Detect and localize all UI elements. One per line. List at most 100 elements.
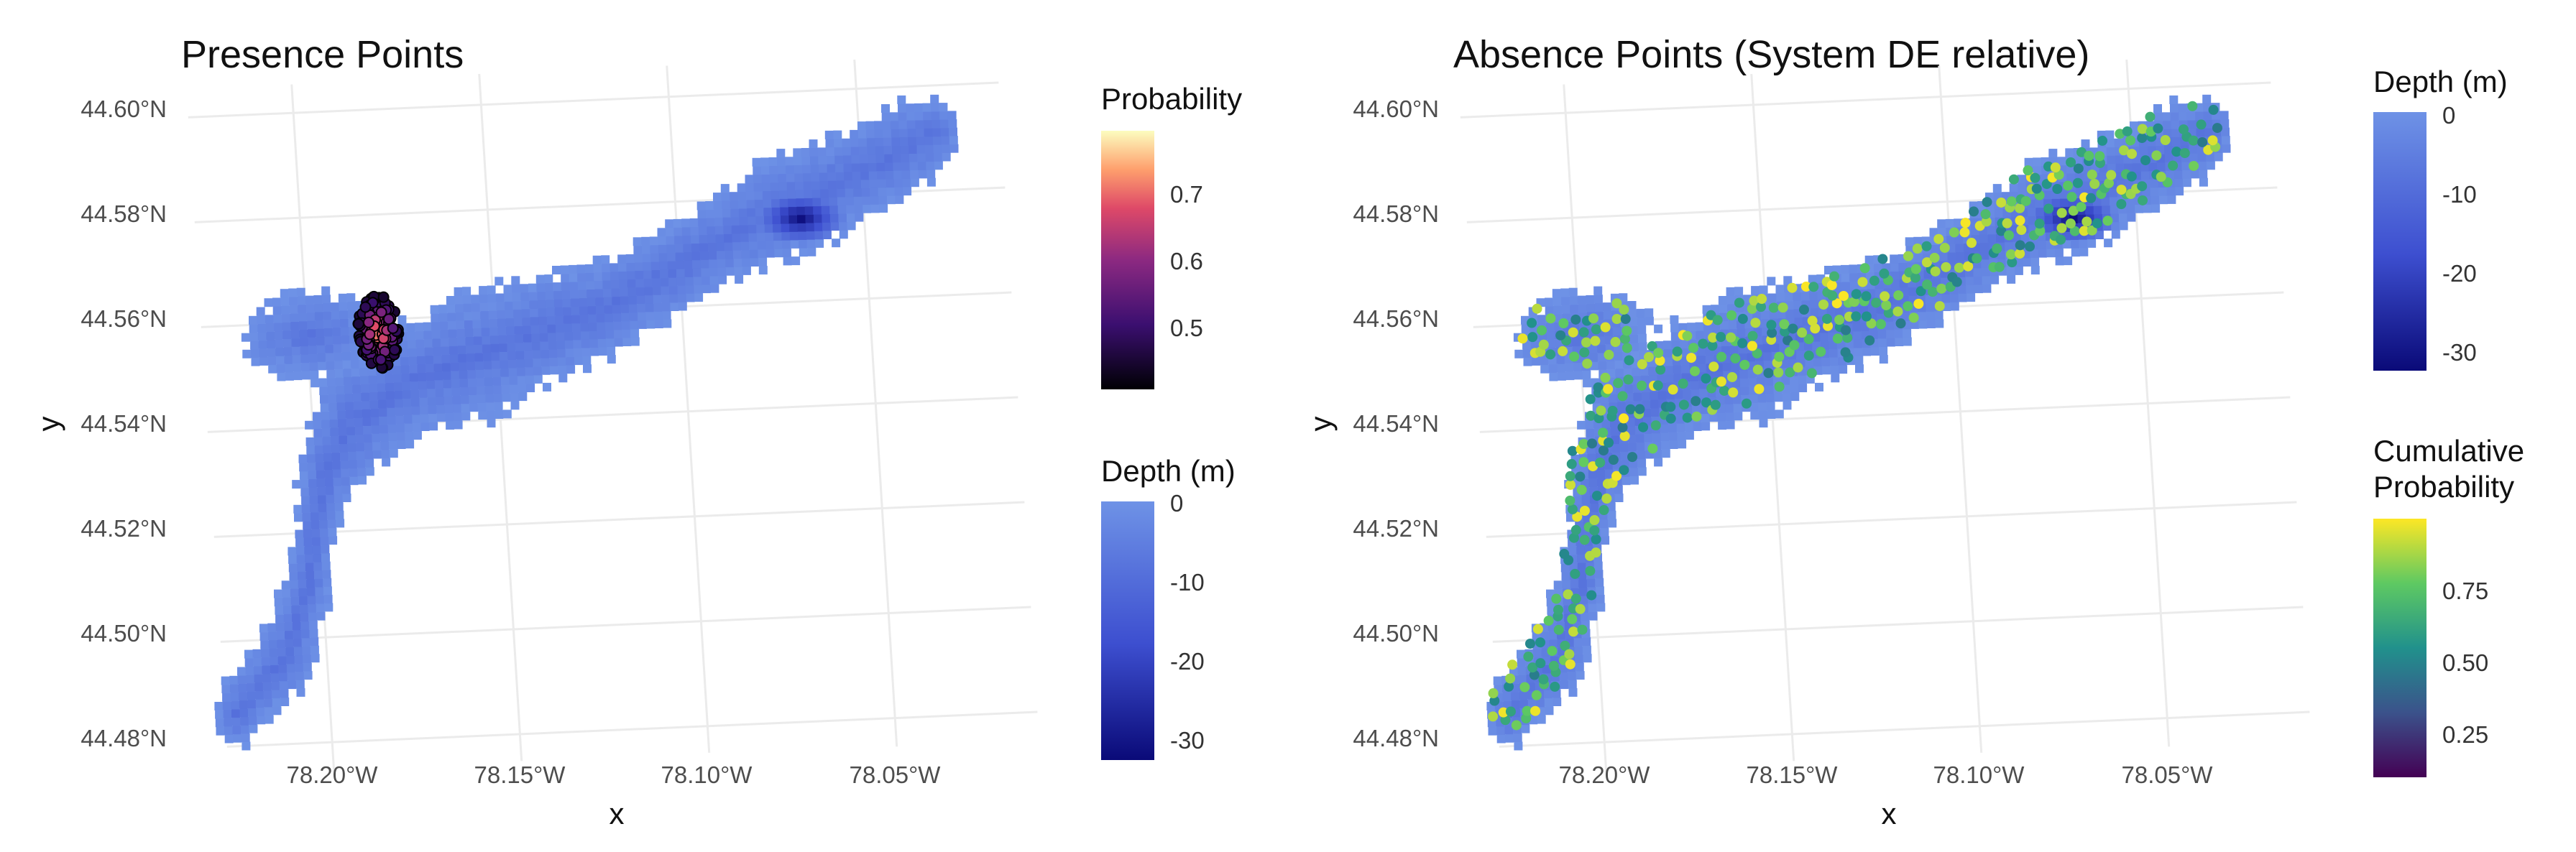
y-tick-label: 44.54°N — [80, 410, 167, 437]
depth-cell — [279, 680, 288, 690]
depth-cell — [574, 356, 583, 366]
depth-cell — [630, 337, 640, 346]
depth-cell — [314, 437, 323, 446]
depth-cell — [879, 204, 888, 213]
absence-point — [1803, 334, 1814, 345]
depth-cell — [829, 213, 839, 223]
depth-cell — [486, 402, 495, 411]
depth-cell — [1839, 365, 1848, 374]
y-axis-label: y — [32, 417, 65, 432]
depth-cell — [1854, 348, 1863, 357]
depth-cell — [482, 344, 492, 353]
depth-cell — [865, 121, 875, 130]
depth-cell — [323, 453, 332, 462]
depth-cell — [810, 156, 819, 165]
panel-presence: Presence Points 44.60°N 44.58°N 44.56°N … — [32, 33, 1242, 830]
depth-cell — [885, 170, 894, 180]
absence-point — [1774, 351, 1785, 362]
depth-cell — [307, 596, 316, 605]
x-tick-label: 78.20°W — [287, 761, 379, 788]
absence-point — [2076, 202, 2087, 213]
absence-point — [2122, 126, 2133, 136]
depth-cell — [350, 351, 359, 361]
legend-probability: Probability 0.7 0.6 0.5 — [1101, 82, 1242, 389]
absence-point — [1530, 705, 1541, 716]
depth-cell — [1974, 276, 1983, 285]
depth-cell — [893, 178, 903, 187]
depth-cell — [423, 322, 432, 331]
depth-cell — [666, 244, 676, 253]
depth-cell — [707, 234, 717, 244]
depth-cell — [756, 224, 765, 233]
absence-point — [1908, 312, 1919, 323]
depth-cell — [746, 200, 755, 208]
depth-cell — [352, 392, 362, 402]
depth-cell — [358, 476, 367, 485]
depth-cell — [1775, 409, 1784, 419]
depth-cell — [308, 612, 317, 621]
depth-cell — [1661, 449, 1670, 458]
depth-cell — [2048, 149, 2058, 158]
depth-cell — [454, 295, 464, 305]
absence-point — [1785, 367, 1795, 378]
depth-cell — [320, 403, 329, 412]
absence-point — [1797, 328, 1808, 338]
depth-cell — [305, 570, 315, 580]
depth-cell — [314, 578, 323, 588]
depth-cell — [288, 563, 298, 573]
depth-cell — [1793, 300, 1802, 310]
depth-cell — [292, 346, 301, 356]
depth-cell — [406, 323, 415, 332]
depth-cell — [251, 357, 260, 366]
absence-point — [1941, 261, 1951, 272]
depth-cell — [359, 359, 368, 368]
depth-cell — [748, 216, 757, 226]
depth-cell — [782, 240, 791, 249]
absence-point — [2076, 147, 2087, 157]
absence-point — [1690, 366, 1701, 376]
depth-cell — [1918, 311, 1927, 320]
depth-cell — [458, 353, 467, 363]
depth-cell — [1601, 419, 1611, 428]
depth-cell — [788, 206, 797, 216]
absence-point — [1963, 261, 1974, 272]
absence-point — [1716, 332, 1726, 343]
depth-cell — [811, 180, 821, 190]
depth-cell — [345, 409, 354, 419]
depth-cell — [503, 284, 512, 294]
depth-cell — [1678, 323, 1688, 332]
depth-cell — [317, 486, 326, 496]
absence-point — [1613, 378, 1624, 389]
depth-cell — [1894, 329, 1903, 338]
depth-cell — [489, 318, 498, 328]
depth-cell — [1670, 315, 1679, 324]
legend-tick: 0.5 — [1170, 315, 1203, 341]
depth-cell — [515, 351, 525, 360]
depth-cell — [525, 366, 534, 376]
depth-cell — [328, 527, 337, 537]
depth-cell — [298, 571, 306, 580]
depth-cell — [1760, 310, 1770, 320]
x-tick-label: 78.20°W — [1559, 761, 1651, 788]
depth-cell — [2150, 187, 2159, 196]
depth-cell — [670, 302, 679, 311]
depth-cell — [716, 242, 725, 251]
depth-cell — [308, 353, 318, 363]
depth-cell — [2110, 197, 2118, 206]
depth-cell — [581, 339, 590, 348]
depth-cell — [360, 384, 369, 393]
depth-cell — [489, 335, 499, 344]
depth-cell — [303, 654, 312, 663]
depth-cell — [788, 198, 797, 208]
depth-cell — [622, 329, 631, 338]
absence-point — [1568, 626, 1579, 637]
absence-point — [2151, 150, 2162, 161]
depth-cell — [918, 170, 927, 179]
depth-cell — [561, 290, 571, 300]
depth-cell — [510, 401, 520, 410]
depth-cell — [355, 434, 364, 443]
depth-cell — [1578, 579, 1588, 588]
depth-cell — [423, 330, 433, 340]
depth-cell — [310, 370, 319, 379]
y-tick-label: 44.50°N — [1353, 620, 1439, 647]
